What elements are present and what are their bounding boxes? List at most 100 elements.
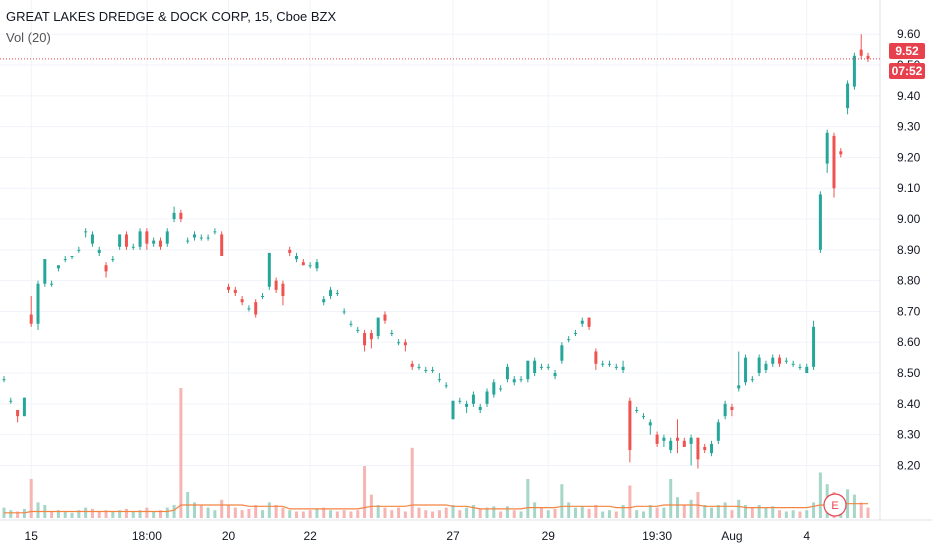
candle-body xyxy=(533,360,537,374)
candle-body xyxy=(805,366,809,374)
candle xyxy=(805,363,809,374)
volume-bar xyxy=(131,511,135,518)
price-tick-label: 8.30 xyxy=(897,428,921,442)
volume-bar xyxy=(138,510,142,518)
candle xyxy=(601,360,605,367)
price-tick-label: 9.00 xyxy=(897,212,921,226)
candle-body xyxy=(471,394,475,404)
candle-body xyxy=(512,379,516,383)
candle-body xyxy=(655,434,659,444)
volume-bar xyxy=(614,511,618,518)
candle xyxy=(723,400,727,420)
candle xyxy=(444,382,448,389)
candle-body xyxy=(90,234,94,244)
candle xyxy=(832,132,836,198)
candle xyxy=(764,360,768,374)
candle xyxy=(111,256,115,263)
candle xyxy=(322,296,326,306)
time-tick-label: 15 xyxy=(25,529,39,543)
candle xyxy=(798,363,802,370)
volume-bar xyxy=(77,510,81,518)
volume-bar xyxy=(519,511,523,518)
volume-bar xyxy=(587,508,591,518)
volume-bar xyxy=(213,510,217,518)
candle-body xyxy=(84,231,88,233)
candle xyxy=(2,376,6,383)
candle-body xyxy=(9,400,13,402)
volume-bar xyxy=(376,505,380,518)
candle-body xyxy=(417,366,421,368)
volume-bar xyxy=(145,507,149,518)
candle-body xyxy=(356,329,360,331)
candle xyxy=(335,289,339,297)
volume-bar xyxy=(655,507,659,518)
volume-bar xyxy=(206,507,210,518)
candle-body xyxy=(342,311,346,313)
candle xyxy=(50,280,54,287)
candle xyxy=(519,376,523,383)
candle xyxy=(383,311,387,324)
volume-bar xyxy=(465,507,469,518)
price-tick-label: 9.20 xyxy=(897,150,921,164)
candle xyxy=(70,256,74,260)
candle-body xyxy=(689,437,693,444)
volume-bar xyxy=(240,510,244,518)
candle-body xyxy=(152,240,156,244)
volume-bar xyxy=(580,506,584,518)
volume-bar xyxy=(444,507,448,518)
candle-body xyxy=(750,379,754,381)
price-axis[interactable]: 9.609.509.409.309.209.109.008.908.808.70… xyxy=(897,27,921,472)
candle xyxy=(512,376,516,386)
volume-bar xyxy=(492,506,496,518)
volume-bar xyxy=(424,510,428,518)
volume-bar xyxy=(431,511,435,518)
volume-bar xyxy=(669,479,673,518)
candle xyxy=(274,277,278,293)
volume-bar xyxy=(349,511,353,518)
volume-bar xyxy=(247,508,251,518)
volume-bar xyxy=(805,510,809,518)
candle-body xyxy=(737,385,741,389)
price-tick-label: 9.60 xyxy=(897,27,921,41)
candle xyxy=(363,329,367,352)
symbol-title[interactable]: GREAT LAKES DREDGE & DOCK CORP, 15, Cboe… xyxy=(6,9,337,24)
candle xyxy=(669,437,673,454)
volume-bar xyxy=(710,507,714,518)
volume-bar xyxy=(356,510,360,518)
candle-body xyxy=(424,369,428,371)
candle xyxy=(635,406,639,414)
volume-ma-line xyxy=(4,503,868,514)
earnings-marker[interactable]: E xyxy=(823,493,847,517)
volume-bar xyxy=(764,507,768,518)
candle xyxy=(227,283,231,293)
volume-bar xyxy=(451,505,455,518)
candle xyxy=(560,342,564,364)
candle-body xyxy=(730,406,734,410)
candle-body xyxy=(648,422,652,426)
candle-body xyxy=(723,403,727,417)
candle-body xyxy=(192,234,196,238)
candle-body xyxy=(172,212,176,220)
candle xyxy=(29,296,33,327)
volume-bar xyxy=(104,510,108,518)
candle-body xyxy=(22,397,26,417)
candle-body xyxy=(607,363,611,365)
candle-body xyxy=(288,249,292,253)
candle xyxy=(301,259,305,266)
volume-bar xyxy=(682,505,686,518)
candle-body xyxy=(16,410,20,417)
volume-bar xyxy=(512,510,516,518)
candle-body xyxy=(451,400,455,420)
candle xyxy=(451,400,455,420)
candle-body xyxy=(682,440,686,447)
time-axis[interactable]: 15 18:00 20 22 27 29 19:30 Aug 4 xyxy=(25,529,811,543)
volume-indicator-label[interactable]: Vol (20) xyxy=(6,30,51,45)
candle xyxy=(261,292,265,300)
volume-bar xyxy=(478,508,482,518)
candle xyxy=(192,231,196,241)
candle-body xyxy=(56,265,60,269)
volume-bar xyxy=(648,505,652,518)
candle xyxy=(145,228,149,250)
candle-body xyxy=(560,345,564,361)
